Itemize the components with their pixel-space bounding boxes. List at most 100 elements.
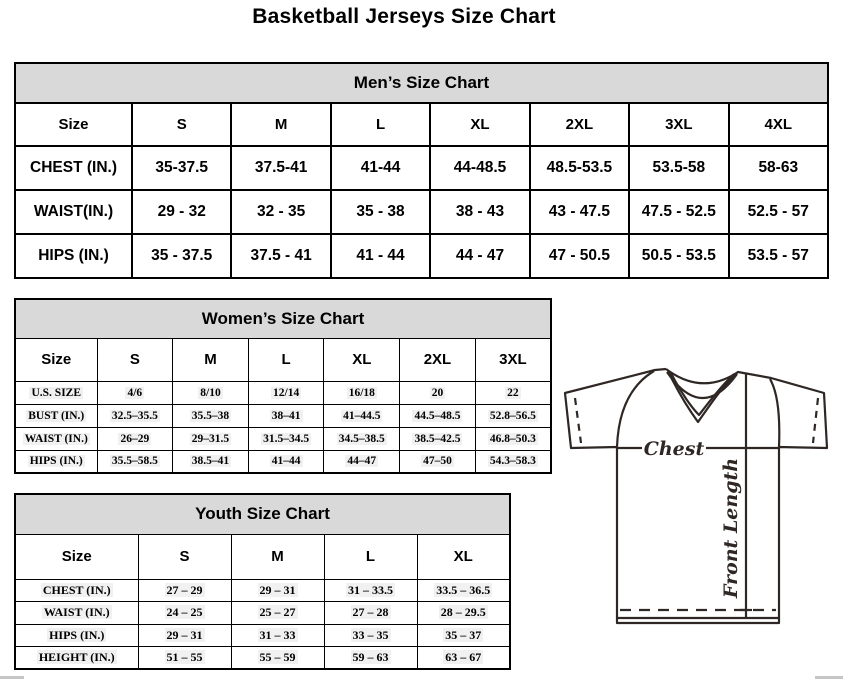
cell-text: 37.5-41 [254,159,308,176]
table-cell: 59 – 63 [323,646,418,670]
cell-text: 35.5–38 [189,409,232,422]
mens-col-header: M [230,102,332,147]
table-cell: 38–41 [247,403,325,428]
table-cell: 24 – 25 [137,601,232,625]
cell-text: 33.5 – 36.5 [434,582,493,597]
cell-text: 53.5 - 57 [747,247,809,264]
chest-label: Chest [644,438,705,460]
table-cell: 44 - 47 [429,233,531,279]
scrollbar-fragment-left[interactable] [0,676,24,679]
scrollbar-fragment-right[interactable] [815,676,843,679]
row-label: CHEST (IN.) [14,145,133,191]
table-cell: 29 – 31 [137,623,232,647]
row-label: WAIST(IN.) [14,189,133,235]
youth-table-row: HIPS (IN.) 29 – 31 31 – 33 33 – 35 35 – 37 [14,623,511,647]
table-cell: 44-48.5 [429,145,531,191]
table-cell: 41 - 44 [329,233,432,279]
womens-size-col-label: Size [14,337,98,382]
cell-text: 48.5-53.5 [546,159,613,176]
cell-text: WAIST(IN.) [33,203,114,220]
jersey-right-armhole-seam [769,378,781,448]
womens-col-header: 3XL [474,337,552,382]
table-cell: 35-37.5 [130,145,233,191]
table-cell: 31 – 33.5 [323,578,418,602]
womens-table-row: BUST (IN.) 32.5–35.5 35.5–38 38–41 41–44.5 44… [14,403,552,428]
cell-text: 54.3–58.3 [487,455,538,468]
jersey-vneck-outer [667,370,738,424]
cell-text: 38.5–41 [189,455,232,468]
cell-text: 38 - 43 [455,203,505,220]
jersey-outline [563,367,829,625]
cell-text: 41–44.5 [341,409,383,422]
mens-col-header: L [329,102,432,147]
womens-table-row: U.S. SIZE 4/6 8/10 12/14 16/18 20 22 [14,380,552,405]
cell-text: 44–47 [345,455,379,468]
table-cell: 53.5-58 [628,145,730,191]
cell-text: 46.8–50.3 [487,432,538,445]
table-cell: 38 - 43 [429,189,531,235]
womens-col-header: L [247,337,325,382]
table-cell: 41–44.5 [323,403,401,428]
table-cell: 52.5 - 57 [727,189,830,235]
mens-table-row: CHEST (IN.) 35-37.5 37.5-41 41-44 44-48.5 48.… [14,145,830,191]
table-cell: 29 – 31 [230,578,325,602]
cell-text: 38.5–42.5 [412,432,463,445]
cell-text: 41–44 [269,455,303,468]
table-cell: 33 – 35 [323,623,418,647]
youth-table-row: HEIGHT (IN.) 51 – 55 55 – 59 59 – 63 63 – 67 [14,646,511,670]
jersey-right-cuff-dashes [811,397,820,444]
table-cell: 27 – 29 [137,578,232,602]
table-cell: 29 - 32 [130,189,233,235]
mens-col-header: XL [429,102,531,147]
cell-text: 43 - 47.5 [548,203,610,220]
cell-text: 31 – 33 [257,627,298,642]
womens-col-header: M [172,337,249,382]
youth-col-header: M [230,533,325,580]
cell-text: 31.5–34.5 [261,432,312,445]
cell-text: HEIGHT (IN.) [36,650,117,664]
table-cell: 51 – 55 [137,646,232,670]
table-cell: 50.5 - 53.5 [628,233,730,279]
cell-text: BUST (IN.) [26,409,87,422]
table-cell: 44.5–48.5 [399,403,476,428]
table-cell: 8/10 [172,380,249,405]
table-cell: 47–50 [399,449,476,474]
youth-table-body: Youth Size Chart Size S M L XL CHEST (IN.) 27 –… [14,493,511,670]
cell-text: 27 – 28 [350,605,391,620]
table-cell: 34.5–38.5 [323,426,401,451]
cell-text: 25 – 27 [257,605,298,620]
row-label: WAIST (IN.) [14,601,139,625]
cell-text: 29–31.5 [189,432,232,445]
table-cell: 16/18 [323,380,401,405]
row-label: BUST (IN.) [14,403,98,428]
table-cell: 4/6 [96,380,174,405]
table-cell: 48.5-53.5 [528,145,631,191]
table-cell: 58-63 [727,145,830,191]
cell-text: 53.5-58 [652,159,706,176]
row-label: HIPS (IN.) [14,623,139,647]
table-cell: 38.5–42.5 [399,426,476,451]
cell-text: 8/10 [198,386,223,399]
jersey-left-cuff-dashes [573,397,583,444]
cell-text: WAIST (IN.) [41,605,112,620]
table-cell: 35 – 37 [416,623,511,647]
cell-text: 34.5–38.5 [336,432,387,445]
cell-text: 12/14 [271,386,302,399]
table-cell: 47 - 50.5 [528,233,631,279]
cell-text: 35 - 38 [356,203,405,220]
table-cell: 55 – 59 [230,646,325,670]
table-cell: 31 – 33 [230,623,325,647]
table-cell: 37.5 - 41 [230,233,332,279]
table-cell: 41-44 [329,145,432,191]
cell-text: 35-37.5 [155,159,208,176]
cell-text: 29 – 31 [257,582,298,597]
table-cell: 38.5–41 [172,449,249,474]
mens-table-row: WAIST(IN.) 29 - 32 32 - 35 35 - 38 38 - 43 43… [14,189,830,235]
mens-col-header: 2XL [528,102,631,147]
youth-size-table: Youth Size Chart Size S M L XL CHEST (IN.) 27 –… [14,493,511,670]
table-cell: 53.5 - 57 [727,233,830,279]
cell-text: 22 [505,386,521,399]
table-cell: 22 [474,380,552,405]
cell-text: 47 - 50.5 [548,247,610,264]
cell-text: 35 – 37 [443,627,484,642]
